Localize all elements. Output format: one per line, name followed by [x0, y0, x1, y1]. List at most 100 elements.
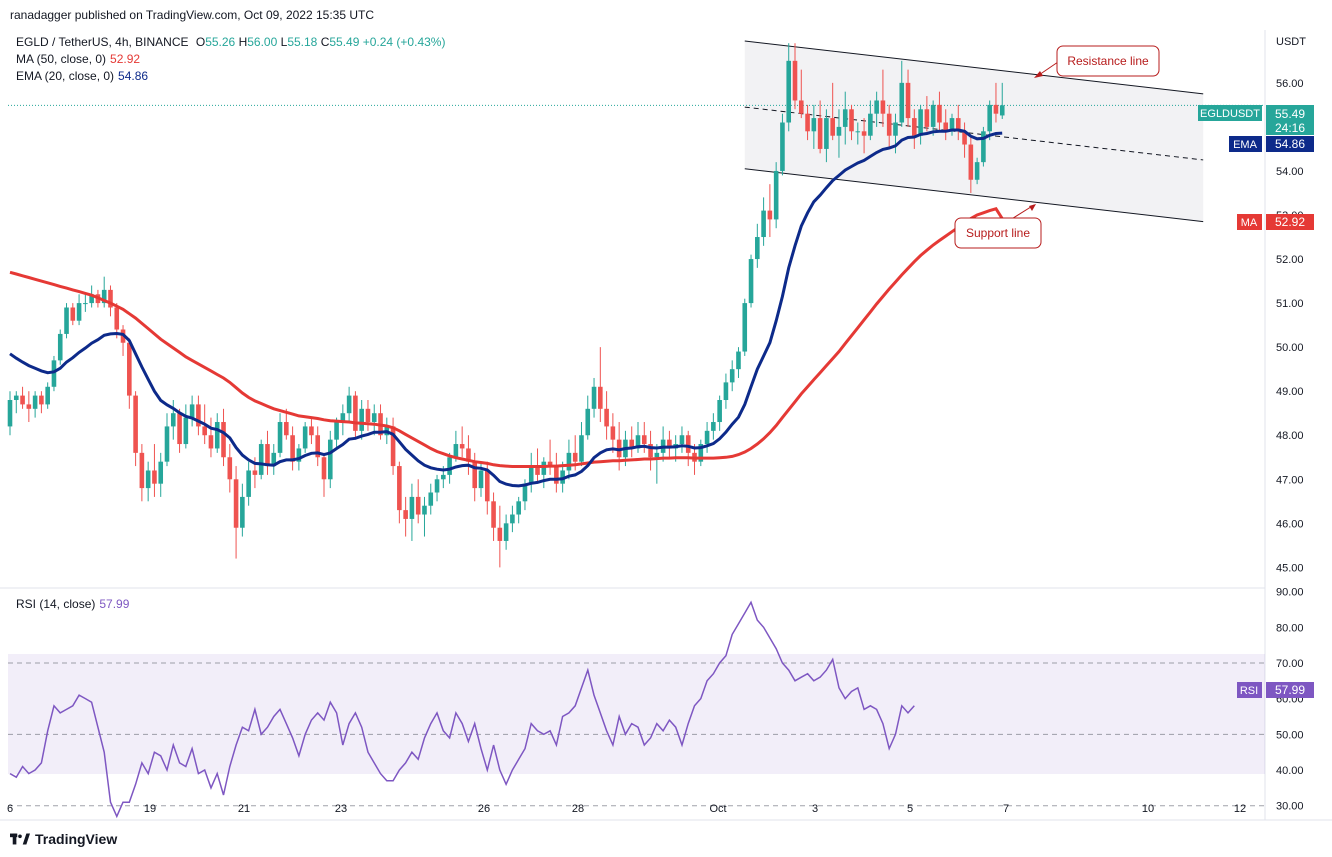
- rsi-tick-label: 30.00: [1276, 801, 1304, 813]
- candle-body: [861, 131, 867, 136]
- ma-legend-value: 52.92: [110, 52, 141, 66]
- rsi-level-lines: [8, 662, 1265, 807]
- candle-body: [346, 395, 352, 414]
- candle-body: [685, 435, 691, 453]
- publisher-line: ranadagger published on TradingView.com,…: [10, 8, 375, 22]
- price-axis: 56.0055.0054.0053.0052.0051.0050.0049.00…: [1276, 78, 1304, 575]
- candle-body: [937, 104, 942, 123]
- candle-body: [918, 109, 923, 136]
- symbol-legend: EGLD / TetherUS, 4h, BINANCE O55.26 H56.…: [16, 35, 445, 50]
- rsi-value-text: 57.99: [1275, 683, 1305, 697]
- candle-body: [101, 289, 107, 304]
- candle-body: [252, 470, 258, 475]
- candle-body: [547, 461, 553, 467]
- time-tick-label: 7: [1003, 803, 1009, 815]
- candle-body: [654, 452, 660, 458]
- candle-body: [89, 294, 94, 304]
- rsi-tick-label: 40.00: [1276, 765, 1304, 777]
- ema-tag: [1229, 136, 1262, 152]
- candle-body: [629, 439, 635, 449]
- price-tick-label: 46.00: [1276, 518, 1304, 530]
- rsi-tick-label: 70.00: [1276, 658, 1304, 670]
- ma-legend-label[interactable]: MA (50, close, 0): [16, 52, 107, 66]
- ema-20-line: [9, 128, 1003, 488]
- candle-body: [409, 496, 415, 519]
- candle-body: [905, 82, 911, 119]
- candle-body: [849, 109, 854, 132]
- rsi-value-tag: [1266, 682, 1314, 698]
- ema-value-tag: [1266, 136, 1314, 152]
- candle-body: [196, 404, 201, 427]
- candle-body: [246, 470, 251, 497]
- currency-label: USDT: [1276, 36, 1306, 48]
- candle-body: [221, 422, 226, 458]
- price-symbol-tag: [1198, 105, 1262, 121]
- candle-body: [736, 351, 741, 370]
- time-tick-label: 19: [144, 803, 156, 815]
- candle-body: [227, 457, 233, 480]
- candle-body: [723, 382, 729, 400]
- price-tick-label: 56.00: [1276, 78, 1304, 90]
- candle-body: [805, 113, 810, 132]
- candle-body: [955, 118, 961, 132]
- candle-body: [309, 426, 314, 436]
- candle-body: [491, 501, 496, 528]
- ma-legend: MA (50, close, 0) 52.92: [16, 52, 140, 67]
- rsi-tag: [1237, 682, 1262, 698]
- time-tick-label: 6: [7, 803, 13, 815]
- candle-body: [798, 100, 804, 114]
- rsi-legend-label[interactable]: RSI (14, close): [16, 597, 96, 611]
- time-tick-label: Oct: [709, 803, 726, 815]
- candle-body: [554, 466, 559, 484]
- candle-body: [912, 118, 917, 136]
- candle-body: [842, 109, 848, 127]
- change-value: +0.24 (+0.43%): [362, 35, 446, 49]
- candle-body: [786, 60, 792, 123]
- high-value: 56.00: [247, 35, 278, 49]
- candle-body: [365, 408, 371, 423]
- tradingview-brand[interactable]: TradingView: [10, 831, 117, 847]
- symbol-name[interactable]: EGLD / TetherUS, 4h, BINANCE: [16, 35, 189, 49]
- candle-body: [830, 118, 835, 136]
- candle-body: [51, 360, 57, 387]
- rsi-tick-label: 90.00: [1276, 587, 1304, 599]
- price-tick-label: 51.00: [1276, 298, 1304, 310]
- candle-body: [579, 435, 584, 462]
- candle-body: [127, 342, 132, 396]
- rsi-legend-value: 57.99: [99, 597, 130, 611]
- candle-body: [45, 386, 50, 405]
- candle-body: [327, 439, 333, 480]
- candle-body: [836, 126, 842, 136]
- price-symbol-text: EGLDUSDT: [1200, 108, 1260, 120]
- candle-body: [949, 118, 955, 132]
- ema-tag-text: EMA: [1233, 139, 1258, 151]
- rsi-band: [8, 654, 1265, 774]
- candle-body: [302, 426, 308, 449]
- brand-name: TradingView: [35, 831, 118, 847]
- rsi-legend: RSI (14, close) 57.99: [16, 597, 129, 612]
- candles-layer: [7, 43, 1005, 568]
- price-tick-label: 54.00: [1276, 166, 1304, 178]
- candle-body: [170, 413, 176, 427]
- candle-body: [441, 474, 446, 480]
- channel-midline: [744, 106, 1204, 161]
- ema-legend-label[interactable]: EMA (20, close, 0): [16, 69, 115, 83]
- price-tick-label: 47.00: [1276, 474, 1304, 486]
- candle-body: [164, 426, 170, 462]
- price-tick-label: 50.00: [1276, 342, 1304, 354]
- candle-body: [371, 413, 377, 423]
- candle-body: [635, 435, 641, 449]
- candle-body: [214, 422, 220, 449]
- candle-body: [397, 466, 402, 511]
- candle-body: [139, 452, 145, 489]
- candle-body: [359, 408, 364, 431]
- candle-body: [585, 408, 591, 436]
- candle-body: [535, 466, 540, 475]
- candle-body: [466, 448, 471, 462]
- support-arrow-head: [1029, 204, 1036, 211]
- ema-legend-value: 54.86: [118, 69, 149, 83]
- candle-body: [516, 501, 521, 515]
- low-value: 55.18: [287, 35, 318, 49]
